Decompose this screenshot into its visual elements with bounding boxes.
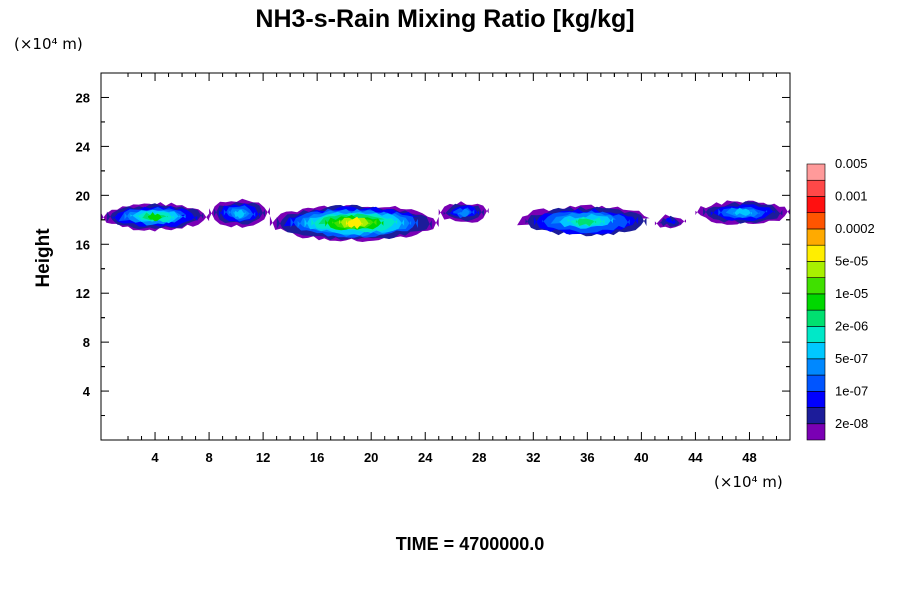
colorbar-box <box>806 228 826 246</box>
colorbar-label: 1e-07 <box>835 383 868 398</box>
colorbar-label: 5e-07 <box>835 351 868 366</box>
colorbar: 2e-08 1e-07 5e-07 2e-06 1e-05 5e-05 0.0002 0.00… <box>806 156 875 441</box>
colorbar-box <box>806 309 826 327</box>
colorbar-box <box>806 326 826 343</box>
colorbar-box <box>806 244 826 262</box>
contour-band <box>664 217 677 225</box>
colorbar-box <box>806 261 826 278</box>
data-layer <box>101 198 790 242</box>
colorbar-box <box>806 374 826 392</box>
y-unit-label: (×10⁴ m) <box>14 35 83 53</box>
x-tick-label: 32 <box>526 450 540 465</box>
x-tick-label: 8 <box>205 450 212 465</box>
x-tick-label: 12 <box>256 450 270 465</box>
x-tick-label: 48 <box>742 450 756 465</box>
y-tick-label: 16 <box>76 237 90 252</box>
colorbar-label: 1e-05 <box>835 286 868 301</box>
y-tick-label: 24 <box>76 139 91 154</box>
contour-band <box>346 216 363 230</box>
x-unit-label: (×10⁴ m) <box>714 473 783 491</box>
colorbar-box <box>806 212 826 230</box>
x-tick-label: 40 <box>634 450 648 465</box>
x-tick-label: 4 <box>151 450 159 465</box>
colorbar-label: 0.005 <box>835 156 868 171</box>
colorbar-box <box>806 277 826 295</box>
contour-band <box>148 212 163 222</box>
y-tick-label: 8 <box>83 335 90 350</box>
y-tick-label: 28 <box>76 90 90 105</box>
contour-band <box>575 218 597 227</box>
contour-band <box>733 207 752 216</box>
colorbar-box <box>806 407 826 425</box>
colorbar-box <box>806 163 826 181</box>
colorbar-box <box>806 423 826 441</box>
colorbar-box <box>806 390 826 408</box>
x-tick-label: 24 <box>418 450 433 465</box>
x-tick-label: 28 <box>472 450 486 465</box>
plot-frame <box>100 72 791 441</box>
colorbar-box <box>806 196 826 214</box>
y-tick-label: 4 <box>83 384 91 399</box>
colorbar-box <box>806 293 826 311</box>
contour-band <box>233 209 246 219</box>
y-tick-label: 20 <box>76 188 90 203</box>
y-axis-label: Height <box>33 228 54 288</box>
colorbar-label: 0.0002 <box>835 221 875 236</box>
colorbar-box <box>806 342 826 360</box>
colorbar-label: 2e-08 <box>835 416 868 431</box>
x-tick-label: 36 <box>580 450 594 465</box>
x-tick-label: 16 <box>310 450 324 465</box>
contour-band <box>458 208 470 217</box>
colorbar-label: 5e-05 <box>835 253 868 268</box>
time-label: TIME = 4700000.0 <box>396 534 545 554</box>
chart-title: NH3-s-Rain Mixing Ratio [kg/kg] <box>255 5 634 33</box>
x-tick-label: 44 <box>688 450 703 465</box>
colorbar-label: 0.001 <box>835 188 868 203</box>
colorbar-box <box>806 358 826 376</box>
colorbar-box <box>806 179 826 197</box>
x-tick-label: 20 <box>364 450 378 465</box>
y-tick-label: 12 <box>76 286 90 301</box>
colorbar-label: 2e-06 <box>835 318 868 333</box>
